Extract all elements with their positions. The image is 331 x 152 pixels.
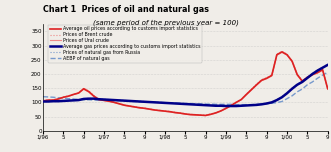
Text: Chart 1  Prices of oil and natural gas: Chart 1 Prices of oil and natural gas <box>43 5 209 14</box>
Legend: Average oil prices according to customs import statistics, Prices of Brent crude: Average oil prices according to customs … <box>48 25 202 63</box>
Text: (same period of the previous year = 100): (same period of the previous year = 100) <box>93 20 238 26</box>
